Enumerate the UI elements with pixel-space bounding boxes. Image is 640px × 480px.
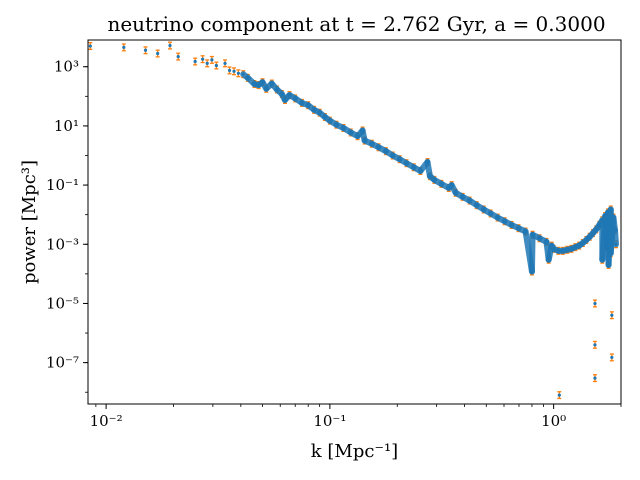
data-marker [593, 301, 597, 306]
data-point [236, 69, 241, 78]
y-tick-label: 10¹ [54, 117, 79, 135]
chart-title: neutrino component at t = 2.762 Gyr, a =… [107, 12, 605, 36]
data-point [609, 311, 614, 320]
data-point [232, 67, 237, 76]
dense-band-segment [611, 227, 620, 248]
data-marker [557, 393, 561, 397]
data-marker [214, 63, 218, 68]
data-marker [156, 51, 160, 56]
data-point [155, 49, 160, 58]
x-axis-label: k [Mpc⁻¹] [311, 441, 398, 462]
data-point [143, 46, 148, 55]
y-tick-label: 10⁻⁵ [46, 294, 79, 312]
data-point [557, 391, 562, 400]
data-point [592, 340, 597, 349]
y-tick-label: 10⁻⁷ [46, 354, 79, 372]
data-marker [201, 57, 205, 61]
data-point [205, 59, 210, 68]
data-point [121, 43, 126, 52]
data-marker [176, 54, 180, 59]
data-point [609, 353, 614, 362]
data-marker [610, 355, 614, 360]
data-marker [210, 58, 214, 62]
x-tick-label: 10⁻² [90, 412, 123, 430]
ticks-layer: 10⁻² 10⁻¹ 10⁰ 10³ 10¹ 10⁻¹ 10⁻³ 10⁻⁵ 10⁻⁷ [46, 58, 622, 430]
data-point [168, 41, 173, 50]
data-marker [223, 61, 227, 65]
data-marker [593, 343, 597, 347]
data-point [214, 61, 219, 70]
data-layer [88, 41, 620, 400]
dense-band-segment [528, 231, 536, 275]
data-marker [168, 43, 172, 48]
data-marker [610, 313, 614, 317]
y-tick-label: 10⁻³ [46, 235, 79, 253]
y-tick-label: 10⁻¹ [46, 176, 79, 194]
data-point [200, 55, 205, 64]
data-point [592, 374, 597, 383]
data-marker [122, 45, 126, 49]
dense-data-band [240, 71, 620, 275]
data-point [88, 42, 93, 51]
data-point [176, 52, 181, 61]
x-tick-label: 10⁰ [541, 412, 566, 430]
plot-frame [87, 39, 622, 405]
x-tick-label: 10⁻¹ [313, 412, 346, 430]
data-point [209, 55, 214, 64]
data-marker [236, 71, 240, 75]
data-point [592, 299, 597, 308]
data-marker [205, 61, 209, 65]
data-point [223, 59, 228, 68]
data-marker [88, 44, 92, 48]
data-point [227, 66, 232, 75]
data-point [193, 57, 198, 66]
data-marker [193, 59, 197, 64]
data-marker [227, 68, 232, 73]
data-marker [143, 48, 148, 52]
y-axis-label: power [Mpc³] [19, 160, 40, 284]
y-tick-label: 10³ [54, 58, 79, 76]
data-marker [232, 69, 236, 73]
data-marker [593, 376, 597, 380]
